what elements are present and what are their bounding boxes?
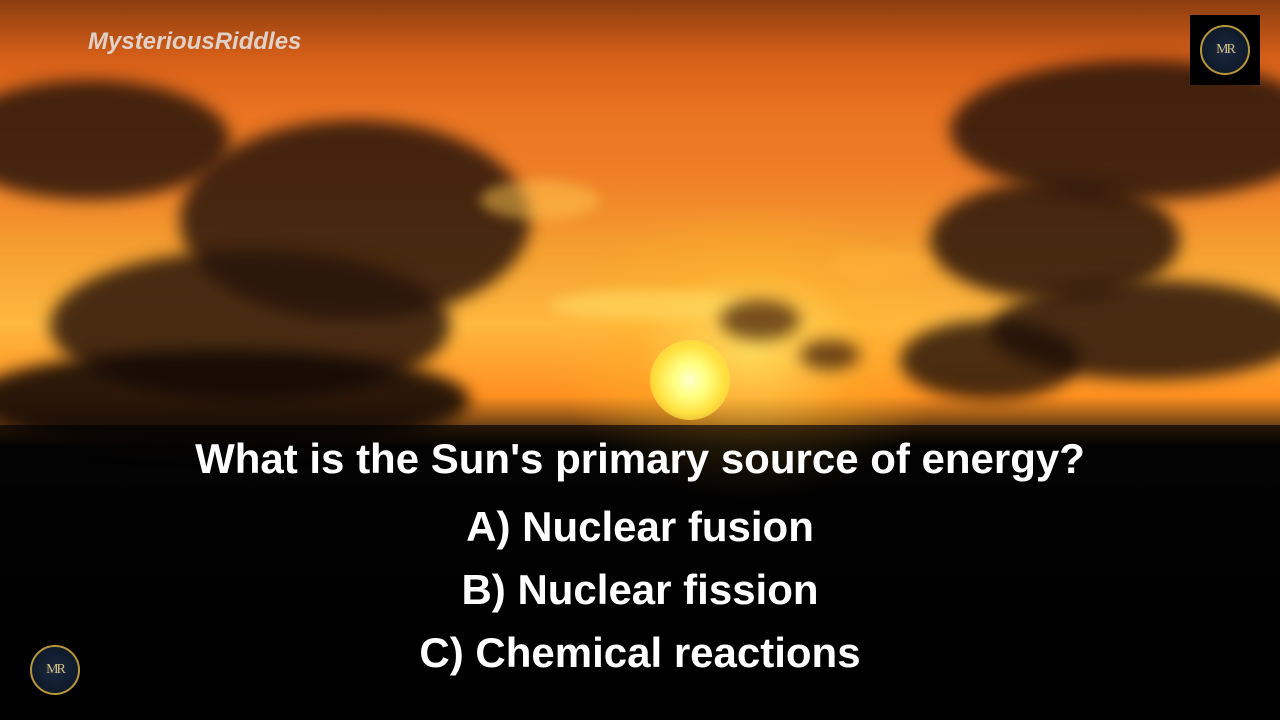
cloud-shape xyxy=(900,320,1080,400)
channel-logo-top-right: MR xyxy=(1190,15,1260,85)
logo-ring-icon: MR xyxy=(1200,25,1250,75)
cloud-shape xyxy=(800,340,860,370)
cloud-highlight xyxy=(830,250,930,280)
cloud-highlight xyxy=(480,180,600,220)
channel-watermark: MysteriousRiddles xyxy=(88,28,301,56)
quiz-option-b: B) Nuclear fission xyxy=(0,558,1280,621)
cloud-shape xyxy=(720,300,800,340)
quiz-content: What is the Sun's primary source of ener… xyxy=(0,432,1280,684)
quiz-option-a: A) Nuclear fusion xyxy=(0,495,1280,558)
sun-disc xyxy=(650,340,730,420)
quiz-question: What is the Sun's primary source of ener… xyxy=(0,432,1280,487)
quiz-option-c: C) Chemical reactions xyxy=(0,621,1280,684)
